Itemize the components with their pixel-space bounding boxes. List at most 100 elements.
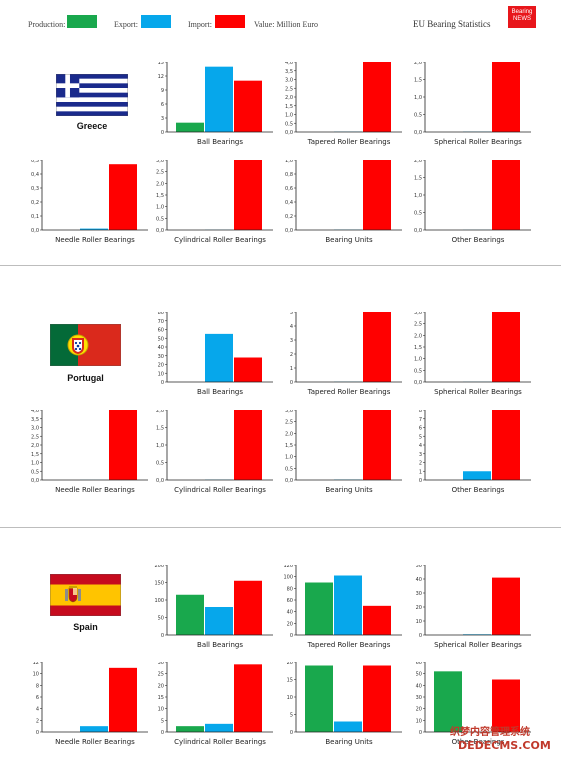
y-tick-label: 1,0 [414,357,422,363]
y-tick-label: 0 [161,633,164,639]
chart-title: Needle Roller Bearings [55,738,135,746]
bar-export [334,721,362,732]
bar-production [434,671,462,732]
y-tick-label: 9 [161,88,164,94]
y-tick-label: 0,1 [31,214,39,220]
y-tick-label: 60 [287,598,293,604]
bar-chart-spain-spherical-roller-bearings: 0 10 20 30 40 50 Spherical Roller Bearings [416,565,531,649]
y-tick-label: 2,0 [31,443,39,449]
chart-title: Spherical Roller Bearings [434,138,522,146]
bar-chart-greece-cylindrical-roller-bearings: 0,0 0,5 1,0 1,5 2,0 2,5 3,0 Cylindrical Roller … [156,160,273,244]
bar-chart-greece-ball-bearings: 0 3 6 9 12 15 Ball Bearings [158,62,273,146]
y-tick-label: 3,0 [285,410,293,414]
chart-title: Other Bearings [452,486,505,494]
y-tick-label: 1,0 [31,461,39,467]
y-tick-label: 50 [416,565,422,569]
logo-line2: NEWS [513,16,531,22]
y-tick-label: 50 [158,616,164,622]
country-name-portugal: Portugal [67,373,104,383]
bar-chart-portugal-spherical-roller-bearings: 0,0 0,5 1,0 1,5 2,0 2,5 3,0 Spherical Roller Be… [414,312,531,396]
bar-chart-portugal-tapered-roller-bearings: 0 1 2 3 4 5 Tapered Roller Bearings [290,312,402,396]
y-tick-label: 25 [158,672,164,678]
bar-import [363,62,391,132]
y-tick-label: 1,5 [156,426,164,432]
y-tick-label: 200 [154,565,164,569]
y-tick-label: 0 [419,478,422,484]
y-tick-label: 3 [419,452,422,458]
y-tick-label: 2,5 [285,420,293,426]
y-tick-label: 0,5 [285,466,293,472]
y-tick-label: 20 [416,707,422,713]
bar-import [492,679,520,732]
bar-chart-greece-bearing-units: 0,0 0,2 0,4 0,6 0,8 1,0 Bearing Units [285,160,402,244]
y-tick-label: 4,0 [31,410,39,414]
bar-import [109,164,137,230]
y-tick-label: 0,0 [285,228,293,234]
y-tick-label: 15 [287,678,293,684]
y-tick-label: 3,0 [156,160,164,164]
y-tick-label: 0,8 [285,172,293,178]
y-tick-label: 15 [158,695,164,701]
bar-chart-spain-ball-bearings: 0 50 100 150 200 Ball Bearings [154,565,273,649]
y-tick-label: 4 [290,324,293,330]
bar-export [205,333,233,382]
bar-import [234,160,262,230]
section-divider [0,527,561,528]
y-tick-label: 8 [36,683,39,689]
y-tick-label: 1,0 [285,160,293,164]
y-tick-label: 0,5 [414,211,422,217]
bar-import [492,577,520,635]
y-tick-label: 0,5 [414,368,422,374]
bar-import [363,160,391,230]
y-tick-label: 10 [33,672,39,678]
y-tick-label: 2,0 [285,95,293,101]
y-tick-label: 0,0 [31,478,39,484]
bar-import [234,410,262,480]
y-tick-label: 6 [161,102,164,108]
y-tick-label: 3 [290,338,293,344]
y-tick-label: 30 [158,354,164,360]
y-tick-label: 0,5 [31,469,39,475]
country-name-greece: Greece [76,121,108,131]
y-tick-label: 2 [36,718,39,724]
y-tick-label: 0 [290,633,293,639]
y-tick-label: 2,0 [156,410,164,414]
y-tick-label: 1 [419,469,422,475]
y-tick-label: 2,5 [31,434,39,440]
y-tick-label: 3,5 [285,69,293,75]
legend-import-label: Import: [188,20,212,29]
y-tick-label: 6 [36,695,39,701]
y-tick-label: 1 [290,366,293,372]
y-tick-label: 15 [158,62,164,66]
bar-import [492,410,520,480]
y-tick-label: 4 [419,443,422,449]
y-tick-label: 0,5 [31,160,39,164]
y-tick-label: 50 [416,672,422,678]
bar-import [363,605,391,635]
bar-import [363,665,391,732]
y-tick-label: 0,0 [285,130,293,136]
y-tick-label: 0,0 [156,228,164,234]
y-tick-label: 3,5 [31,417,39,423]
y-tick-label: 10 [416,718,422,724]
y-tick-label: 50 [158,336,164,342]
y-tick-label: 20 [287,621,293,627]
y-tick-label: 5 [290,713,293,719]
legend-value-unit: Value: Million Euro [254,20,318,29]
y-tick-label: 5 [419,434,422,440]
y-tick-label: 2,0 [414,62,422,66]
chart-title: Bearing Units [325,738,373,746]
y-tick-label: 120 [283,565,293,569]
bar-chart-portugal-needle-roller-bearings: 0,0 0,5 1,0 1,5 2,0 2,5 3,0 3,5 4,0 Needle Roller… [31,410,148,494]
y-tick-label: 2,5 [156,170,164,176]
y-tick-label: 0 [290,380,293,386]
y-tick-label: 0,5 [156,461,164,467]
bar-import [109,410,137,480]
chart-title: Tapered Roller Bearings [307,641,391,649]
y-tick-label: 5 [161,718,164,724]
chart-title: Ball Bearings [197,138,243,146]
y-tick-label: 1,0 [156,205,164,211]
bar-import [492,312,520,382]
chart-title: Tapered Roller Bearings [307,138,391,146]
y-tick-label: 12 [158,74,164,80]
